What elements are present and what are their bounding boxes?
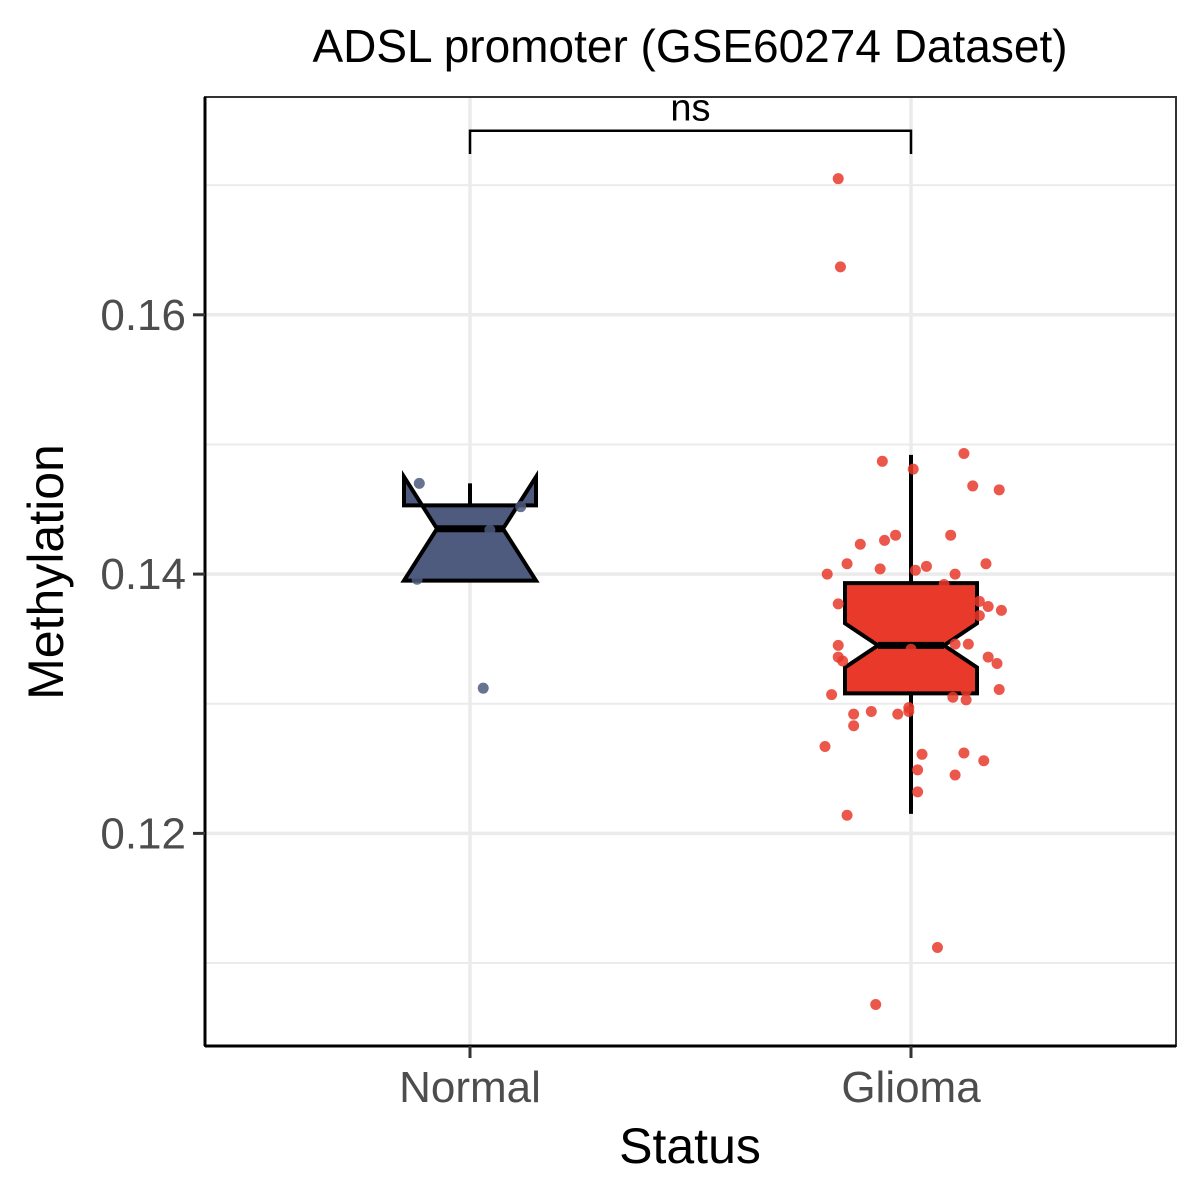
point-glioma	[982, 601, 994, 613]
point-glioma	[892, 708, 904, 720]
point-glioma	[945, 529, 957, 541]
bracket-line	[468, 129, 913, 155]
point-glioma	[819, 741, 831, 753]
point-glioma	[962, 638, 974, 650]
point-glioma	[931, 941, 943, 953]
point-glioma	[874, 563, 886, 575]
x-axis-title: Status	[619, 1118, 761, 1174]
point-glioma	[832, 639, 844, 651]
point-glioma	[852, 603, 864, 615]
point-glioma	[945, 672, 957, 684]
point-glioma	[978, 755, 990, 767]
point-glioma	[905, 643, 917, 655]
point-glioma	[874, 628, 886, 640]
point-glioma	[848, 720, 860, 732]
point-glioma	[854, 617, 866, 629]
point-glioma	[821, 568, 833, 580]
point-glioma	[967, 480, 979, 492]
point-normal	[484, 524, 496, 536]
point-glioma	[879, 534, 891, 546]
y-tick-label: 0.14	[100, 550, 186, 599]
point-glioma	[912, 786, 924, 798]
point-glioma	[912, 764, 924, 776]
point-glioma	[993, 484, 1005, 496]
point-glioma	[841, 809, 853, 821]
grid	[205, 97, 1176, 1046]
point-glioma	[947, 691, 959, 703]
chart-title: ADSL promoter (GSE60274 Dataset)	[312, 20, 1067, 72]
y-axis-ticks: 0.12 0.14 0.16	[100, 291, 205, 858]
x-tick-label: Glioma	[841, 1063, 981, 1112]
point-glioma	[870, 999, 882, 1011]
point-glioma	[865, 706, 877, 718]
point-normal	[411, 573, 423, 585]
point-glioma	[954, 665, 966, 677]
panel-border	[204, 96, 1177, 1047]
y-tick-label: 0.12	[100, 809, 186, 858]
point-glioma	[993, 683, 1005, 695]
point-glioma	[982, 651, 994, 663]
box-glioma	[843, 581, 979, 696]
point-glioma	[826, 689, 838, 701]
x-axis-ticks: Normal Glioma	[399, 1046, 981, 1112]
point-glioma	[907, 463, 919, 475]
point-glioma	[916, 748, 928, 760]
point-glioma	[876, 455, 888, 467]
point-normal	[477, 682, 489, 694]
data-points	[411, 173, 1007, 1011]
point-normal	[515, 501, 527, 513]
y-axis-title: Methylation	[18, 444, 74, 700]
point-glioma	[909, 564, 921, 576]
point-glioma	[837, 655, 849, 667]
x-tick-label: Normal	[399, 1063, 541, 1112]
point-glioma	[995, 604, 1007, 616]
point-glioma	[991, 658, 1003, 670]
point-glioma	[980, 558, 992, 570]
y-tick-label: 0.16	[100, 291, 186, 340]
point-glioma	[920, 560, 932, 572]
point-glioma	[973, 610, 985, 622]
significance-bracket: ns	[468, 88, 913, 155]
point-glioma	[949, 638, 961, 650]
point-glioma	[834, 261, 846, 273]
point-glioma	[958, 448, 970, 460]
point-glioma	[960, 685, 972, 697]
point-glioma	[832, 173, 844, 185]
point-glioma	[938, 578, 950, 590]
point-glioma	[973, 595, 985, 607]
point-glioma	[958, 747, 970, 759]
point-glioma	[903, 706, 915, 718]
boxes	[400, 454, 979, 814]
significance-label: ns	[670, 88, 710, 130]
point-normal	[413, 477, 425, 489]
point-glioma	[848, 708, 860, 720]
point-glioma	[841, 558, 853, 570]
point-glioma	[949, 568, 961, 580]
point-glioma	[960, 694, 972, 706]
point-glioma	[949, 769, 961, 781]
point-glioma	[942, 651, 954, 663]
point-glioma	[854, 538, 866, 550]
point-glioma	[832, 598, 844, 610]
point-glioma	[890, 529, 902, 541]
